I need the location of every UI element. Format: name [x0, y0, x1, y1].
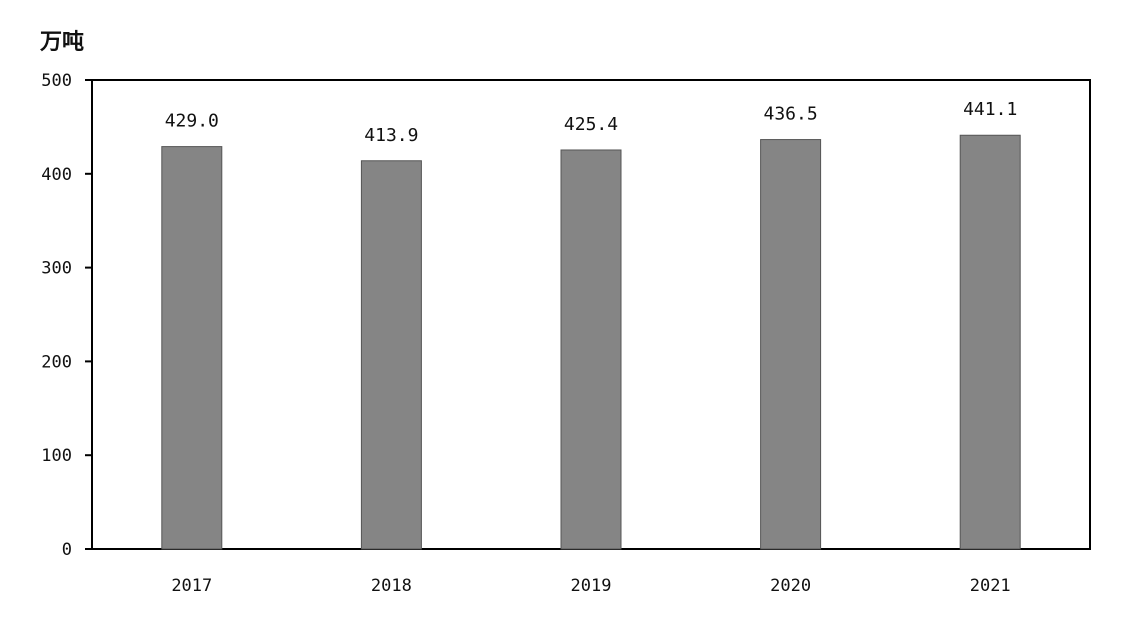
data-label-2017: 429.0 [165, 111, 219, 132]
bar-2017 [161, 146, 223, 550]
data-label-2018: 413.9 [364, 125, 418, 146]
y-axis: 0 100 200 300 400 500 [41, 71, 92, 560]
y-tick-label: 300 [41, 259, 72, 279]
y-tick-label: 0 [62, 540, 72, 560]
bars-group: 429.0 413.9 425.4 436.5 441.1 [161, 99, 1021, 550]
x-axis: 2017 2018 2019 2020 2021 [171, 576, 1010, 596]
x-tick-label: 2021 [970, 576, 1011, 596]
bar-2020 [760, 139, 822, 550]
y-tick-label: 500 [41, 71, 72, 91]
y-tick-label: 200 [41, 352, 72, 372]
y-tick-label: 100 [41, 446, 72, 466]
data-label-2019: 425.4 [564, 114, 618, 135]
x-tick-label: 2018 [371, 576, 412, 596]
data-label-2020: 436.5 [764, 104, 818, 125]
y-axis-unit-label: 万吨 [40, 30, 85, 55]
data-label-2021: 441.1 [963, 99, 1017, 120]
bar-2018 [360, 160, 422, 550]
x-tick-label: 2020 [770, 576, 811, 596]
bar-2019 [560, 149, 622, 550]
x-tick-label: 2019 [571, 576, 612, 596]
bar-2021 [959, 134, 1021, 550]
x-tick-label: 2017 [171, 576, 212, 596]
y-tick-label: 400 [41, 165, 72, 185]
